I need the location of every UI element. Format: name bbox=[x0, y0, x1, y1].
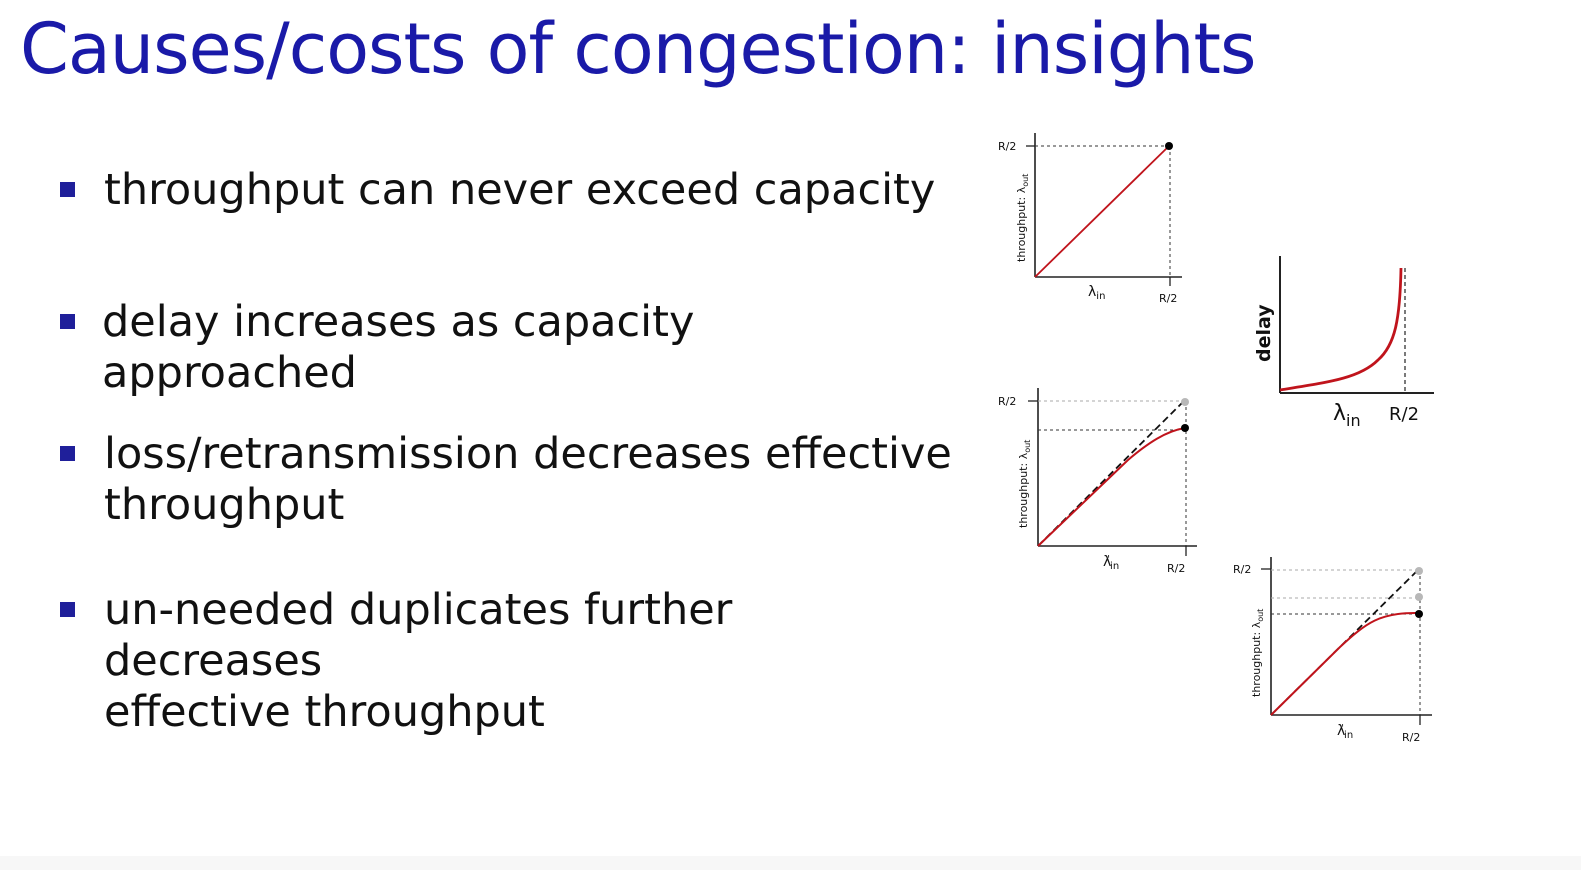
y-tick-label: R/2 bbox=[1233, 563, 1251, 576]
actual-point bbox=[1415, 610, 1423, 618]
x-tick-label: R/2 bbox=[1402, 731, 1420, 744]
x-axis-label: λin bbox=[1333, 401, 1361, 430]
bullet-text: un-needed duplicates further decreases e… bbox=[104, 585, 964, 738]
x-tick-label: R/2 bbox=[1389, 404, 1419, 425]
x-tick-label: R/2 bbox=[1167, 562, 1185, 575]
bullet-line: un-needed duplicates further decreases bbox=[104, 585, 733, 686]
throughput-line bbox=[1034, 145, 1170, 278]
slide-title: Causes/costs of congestion: insights bbox=[20, 8, 1256, 90]
loss-point bbox=[1415, 593, 1423, 601]
delay-curve bbox=[1279, 267, 1403, 392]
footer-band bbox=[0, 856, 1581, 870]
y-axis-label: delay bbox=[1253, 304, 1275, 362]
actual-point bbox=[1181, 424, 1189, 432]
bullet-text: throughput can never exceed capacity bbox=[104, 165, 964, 216]
y-axis-label: throughput: λout bbox=[1015, 174, 1030, 262]
bullet-square-icon bbox=[60, 446, 75, 461]
y-tick-label: R/2 bbox=[998, 140, 1016, 153]
goodput-curve bbox=[1270, 611, 1420, 716]
bullet-square-icon bbox=[60, 314, 75, 329]
x-tick-label: R/2 bbox=[1159, 292, 1177, 305]
bullet-line: throughput can never exceed capacity bbox=[104, 165, 936, 215]
y-tick-label: R/2 bbox=[998, 395, 1016, 408]
bullet-line: throughput bbox=[104, 480, 345, 530]
bullet-square-icon bbox=[60, 602, 75, 617]
bullet-line: delay increases as capacity approached bbox=[102, 297, 695, 398]
goodput-curve bbox=[1037, 427, 1186, 547]
ideal-point bbox=[1181, 398, 1189, 406]
bullet-line: loss/retransmission decreases effective bbox=[104, 429, 952, 479]
y-axis-label: throughput: λout bbox=[1017, 440, 1032, 528]
x-axis-label: λ'in bbox=[1337, 723, 1353, 741]
ideal-point bbox=[1415, 567, 1423, 575]
x-axis-label: λin bbox=[1088, 284, 1105, 302]
y-axis-label: throughput: λout bbox=[1250, 609, 1265, 697]
max-point bbox=[1165, 142, 1173, 150]
bullet-line: effective throughput bbox=[104, 687, 545, 737]
x-axis-label: λ'in bbox=[1103, 554, 1119, 572]
bullet-text: delay increases as capacity approached bbox=[102, 297, 962, 399]
bullet-square-icon bbox=[60, 182, 75, 197]
bullet-text: loss/retransmission decreases effective … bbox=[104, 429, 964, 531]
